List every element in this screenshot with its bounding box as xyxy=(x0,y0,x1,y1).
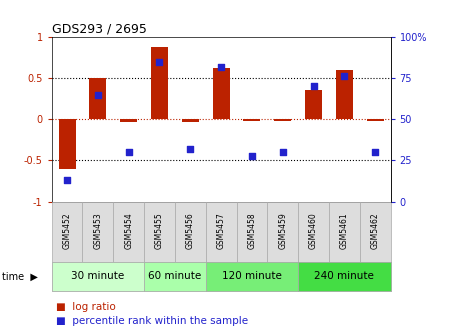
Bar xyxy=(113,202,144,262)
Bar xyxy=(305,90,322,119)
Bar xyxy=(89,78,106,119)
Text: 30 minute: 30 minute xyxy=(71,271,124,281)
Bar xyxy=(298,262,391,291)
Point xyxy=(372,150,379,155)
Bar xyxy=(175,202,206,262)
Bar xyxy=(144,262,206,291)
Bar xyxy=(151,47,168,119)
Bar xyxy=(52,262,144,291)
Point xyxy=(279,150,286,155)
Text: GSM5452: GSM5452 xyxy=(62,212,71,249)
Bar xyxy=(298,202,329,262)
Bar xyxy=(206,202,237,262)
Bar xyxy=(58,119,75,169)
Text: 240 minute: 240 minute xyxy=(314,271,374,281)
Text: ■  percentile rank within the sample: ■ percentile rank within the sample xyxy=(56,316,248,326)
Bar xyxy=(120,119,137,122)
Text: GSM5461: GSM5461 xyxy=(340,212,349,249)
Point xyxy=(94,92,101,97)
Bar xyxy=(206,262,298,291)
Point xyxy=(187,146,194,152)
Point xyxy=(125,150,132,155)
Text: GSM5455: GSM5455 xyxy=(155,212,164,249)
Text: ■  log ratio: ■ log ratio xyxy=(56,302,116,312)
Point xyxy=(341,74,348,79)
Bar xyxy=(274,119,291,121)
Text: GSM5456: GSM5456 xyxy=(186,212,195,249)
Text: GSM5462: GSM5462 xyxy=(371,212,380,249)
Text: GSM5458: GSM5458 xyxy=(247,212,256,249)
Bar xyxy=(336,70,353,119)
Bar xyxy=(329,202,360,262)
Text: GSM5460: GSM5460 xyxy=(309,212,318,249)
Bar xyxy=(213,68,229,119)
Point xyxy=(310,84,317,89)
Point xyxy=(63,177,70,183)
Point xyxy=(217,64,224,69)
Bar xyxy=(243,119,260,121)
Text: GSM5459: GSM5459 xyxy=(278,212,287,249)
Point xyxy=(248,153,255,158)
Bar xyxy=(144,202,175,262)
Bar xyxy=(83,202,113,262)
Point xyxy=(156,59,163,64)
Bar xyxy=(237,202,267,262)
Text: time  ▶: time ▶ xyxy=(2,271,38,281)
Bar xyxy=(360,202,391,262)
Text: 60 minute: 60 minute xyxy=(148,271,202,281)
Text: GSM5454: GSM5454 xyxy=(124,212,133,249)
Text: GSM5457: GSM5457 xyxy=(216,212,226,249)
Bar xyxy=(182,119,199,122)
Bar xyxy=(52,202,83,262)
Text: 120 minute: 120 minute xyxy=(222,271,282,281)
Bar xyxy=(267,202,298,262)
Bar xyxy=(367,119,384,121)
Text: GDS293 / 2695: GDS293 / 2695 xyxy=(52,22,146,35)
Text: GSM5453: GSM5453 xyxy=(93,212,102,249)
